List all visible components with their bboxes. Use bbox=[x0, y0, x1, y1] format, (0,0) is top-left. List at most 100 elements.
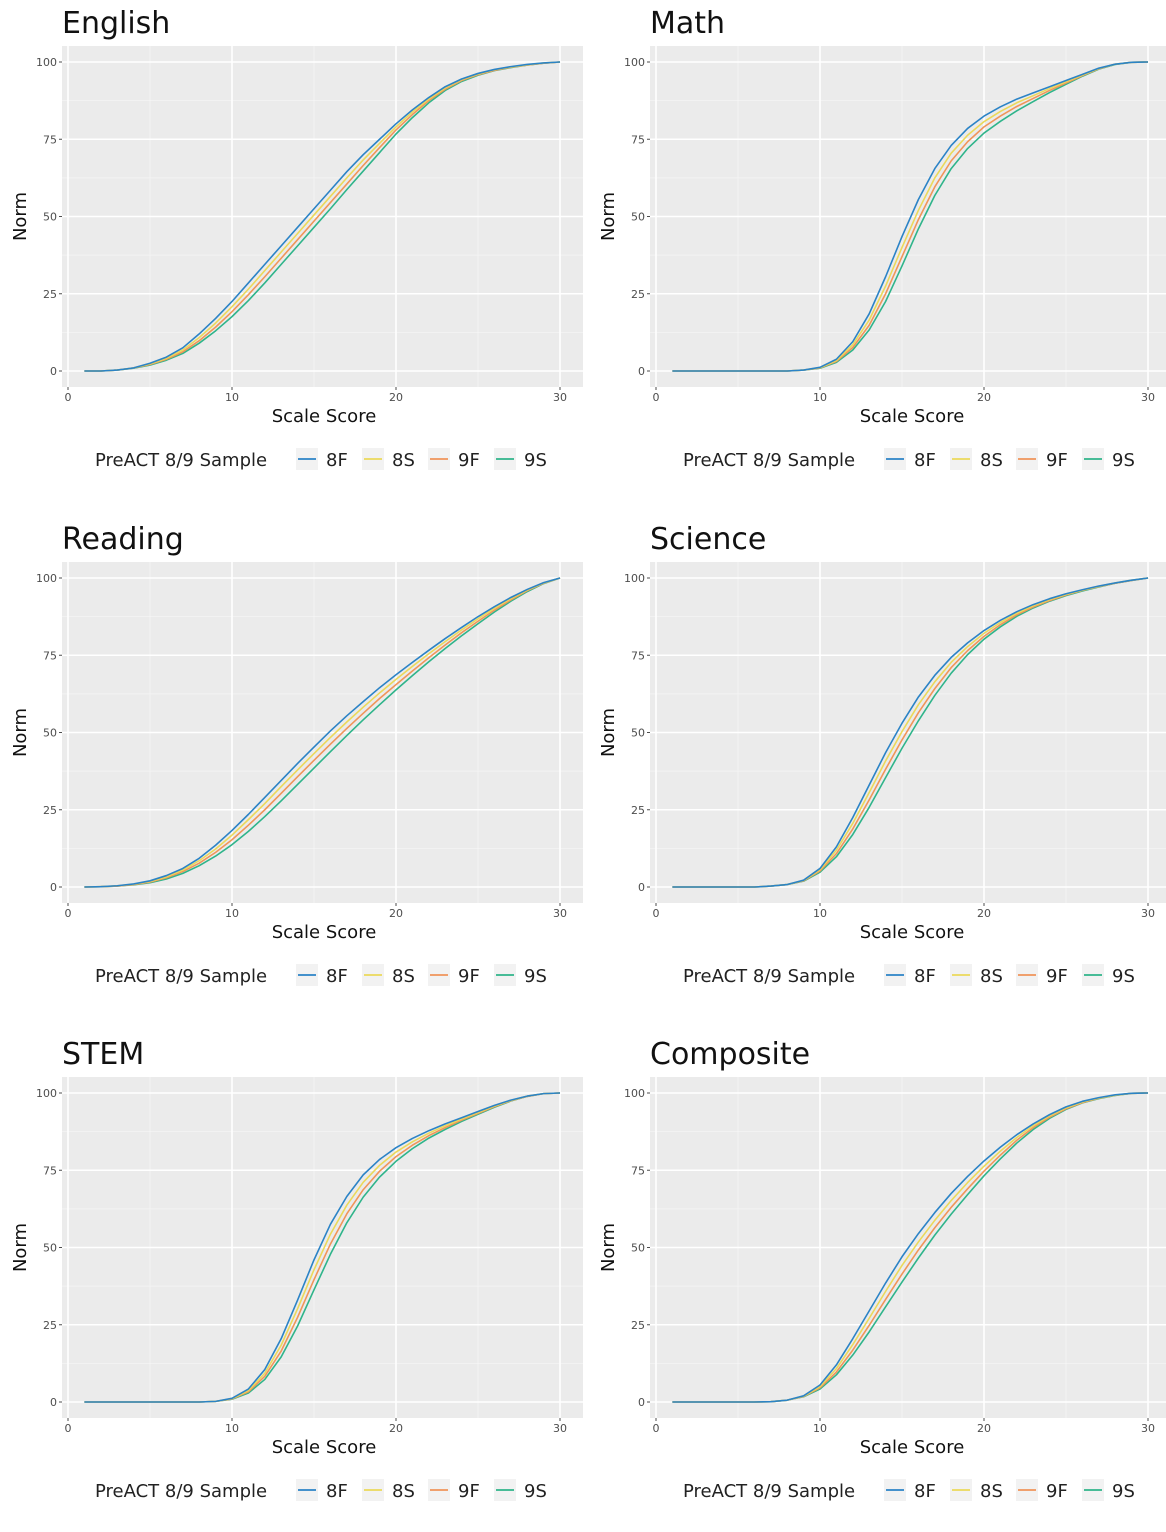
legend-label-9f: 9F bbox=[1046, 966, 1068, 987]
x-tick-label: 30 bbox=[1141, 391, 1155, 404]
legend-title: PreACT 8/9 Sample bbox=[95, 966, 267, 987]
series-line-8f bbox=[84, 61, 561, 372]
x-tick-label: 0 bbox=[65, 1422, 72, 1435]
legend-label-8f: 8F bbox=[914, 966, 936, 987]
legend-label-9s: 9S bbox=[1112, 1481, 1135, 1502]
x-tick-label: 20 bbox=[977, 907, 991, 920]
y-tick-label: 100 bbox=[36, 1087, 57, 1100]
legend-title: PreACT 8/9 Sample bbox=[95, 450, 267, 471]
legend: PreACT 8/9 Sample 8F 8S 9F 9S bbox=[95, 448, 547, 471]
x-tick-label: 30 bbox=[553, 391, 567, 404]
y-tick-label: 0 bbox=[638, 1396, 645, 1409]
x-tick-label: 10 bbox=[225, 1422, 239, 1435]
y-tick-label: 50 bbox=[631, 1242, 645, 1255]
chart-panel-science: Science 0 25 50 75 100 0 10 20 30 Scale Score Norm P… bbox=[588, 516, 1166, 1017]
y-tick-label: 75 bbox=[631, 649, 645, 662]
legend-label-9s: 9S bbox=[524, 1481, 547, 1502]
x-axis-label: Scale Score bbox=[272, 406, 377, 427]
x-tick-label: 20 bbox=[389, 907, 403, 920]
y-tick-label: 0 bbox=[50, 881, 57, 894]
x-axis-label: Scale Score bbox=[860, 1437, 965, 1458]
x-tick-label: 30 bbox=[553, 907, 567, 920]
x-axis-label: Scale Score bbox=[860, 922, 965, 943]
chart-panel-reading: Reading 0 25 50 75 100 0 10 20 30 Scale Score Norm P… bbox=[0, 516, 583, 1017]
x-tick-label: 20 bbox=[389, 391, 403, 404]
series-line-8s bbox=[84, 577, 561, 888]
x-tick-label: 10 bbox=[813, 1422, 827, 1435]
x-tick-label: 10 bbox=[813, 907, 827, 920]
legend-label-8s: 8S bbox=[980, 1481, 1003, 1502]
legend-label-9f: 9F bbox=[458, 1481, 480, 1502]
legend-title: PreACT 8/9 Sample bbox=[683, 1481, 855, 1502]
x-tick-label: 10 bbox=[813, 391, 827, 404]
y-tick-label: 100 bbox=[624, 1087, 645, 1100]
y-tick-label: 50 bbox=[43, 727, 57, 740]
legend-label-8f: 8F bbox=[326, 1481, 348, 1502]
legend-label-8f: 8F bbox=[326, 450, 348, 471]
y-tick-label: 0 bbox=[638, 881, 645, 894]
x-tick-label: 20 bbox=[977, 1422, 991, 1435]
series-line-8f bbox=[84, 1092, 561, 1403]
x-tick-label: 10 bbox=[225, 907, 239, 920]
y-axis-label: Norm bbox=[10, 192, 31, 241]
legend-label-9f: 9F bbox=[1046, 1481, 1068, 1502]
x-tick-label: 0 bbox=[65, 907, 72, 920]
chart-title: STEM bbox=[62, 1037, 144, 1072]
y-tick-label: 0 bbox=[50, 1396, 57, 1409]
x-tick-label: 0 bbox=[653, 391, 660, 404]
chart-svg: STEM 0 25 50 75 100 0 10 20 30 Scale Score Norm PreA… bbox=[10, 1037, 583, 1502]
x-tick-label: 30 bbox=[1141, 1422, 1155, 1435]
y-tick-label: 25 bbox=[43, 288, 57, 301]
legend-label-9s: 9S bbox=[1112, 450, 1135, 471]
y-tick-label: 0 bbox=[638, 365, 645, 378]
chart-panel-stem: STEM 0 25 50 75 100 0 10 20 30 Scale Score Norm PreA… bbox=[0, 1031, 583, 1532]
chart-svg: Math 0 25 50 75 100 0 10 20 30 Scale Score Norm PreA… bbox=[598, 6, 1166, 471]
y-tick-label: 75 bbox=[43, 1164, 57, 1177]
series-line-8f bbox=[672, 61, 1149, 372]
legend-label-8f: 8F bbox=[914, 1481, 936, 1502]
x-tick-label: 10 bbox=[225, 391, 239, 404]
y-tick-label: 50 bbox=[631, 727, 645, 740]
legend-label-8f: 8F bbox=[326, 966, 348, 987]
legend: PreACT 8/9 Sample 8F 8S 9F 9S bbox=[683, 964, 1135, 987]
legend-label-9f: 9F bbox=[458, 450, 480, 471]
legend-label-8s: 8S bbox=[392, 966, 415, 987]
chart-svg: Reading 0 25 50 75 100 0 10 20 30 Scale Score Norm P… bbox=[10, 522, 583, 987]
y-tick-label: 25 bbox=[631, 288, 645, 301]
x-tick-label: 30 bbox=[553, 1422, 567, 1435]
chart-title: English bbox=[62, 6, 170, 41]
y-tick-label: 50 bbox=[631, 211, 645, 224]
legend: PreACT 8/9 Sample 8F 8S 9F 9S bbox=[95, 964, 547, 987]
y-tick-label: 25 bbox=[43, 1319, 57, 1332]
x-axis-label: Scale Score bbox=[860, 406, 965, 427]
chart-title: Math bbox=[650, 6, 725, 41]
y-axis-label: Norm bbox=[10, 1223, 31, 1272]
y-tick-label: 75 bbox=[631, 133, 645, 146]
legend-title: PreACT 8/9 Sample bbox=[683, 450, 855, 471]
series-line-8f bbox=[672, 1092, 1149, 1403]
x-tick-label: 20 bbox=[389, 1422, 403, 1435]
x-axis-label: Scale Score bbox=[272, 1437, 377, 1458]
series-line-9f bbox=[84, 577, 561, 888]
legend-title: PreACT 8/9 Sample bbox=[95, 1481, 267, 1502]
y-axis-label: Norm bbox=[10, 708, 31, 757]
y-tick-label: 0 bbox=[50, 365, 57, 378]
y-tick-label: 75 bbox=[43, 649, 57, 662]
legend-label-8s: 8S bbox=[392, 1481, 415, 1502]
chart-panel-math: Math 0 25 50 75 100 0 10 20 30 Scale Score Norm PreA… bbox=[588, 0, 1166, 501]
legend-label-9f: 9F bbox=[1046, 450, 1068, 471]
y-tick-label: 50 bbox=[43, 211, 57, 224]
chart-svg: Composite 0 25 50 75 100 0 10 20 30 Scale Score Nor… bbox=[598, 1037, 1166, 1502]
series-line-8f bbox=[672, 577, 1149, 888]
legend-label-9s: 9S bbox=[524, 966, 547, 987]
y-tick-label: 100 bbox=[36, 572, 57, 585]
chart-svg: English 0 25 50 75 100 0 10 20 30 Scale Score Norm P… bbox=[10, 6, 583, 471]
x-tick-label: 20 bbox=[977, 391, 991, 404]
x-axis-label: Scale Score bbox=[272, 922, 377, 943]
series-line-8f bbox=[84, 577, 561, 888]
chart-title: Science bbox=[650, 522, 766, 557]
x-tick-label: 0 bbox=[65, 391, 72, 404]
legend-label-8s: 8S bbox=[980, 966, 1003, 987]
y-axis-label: Norm bbox=[598, 192, 619, 241]
legend: PreACT 8/9 Sample 8F 8S 9F 9S bbox=[683, 448, 1135, 471]
